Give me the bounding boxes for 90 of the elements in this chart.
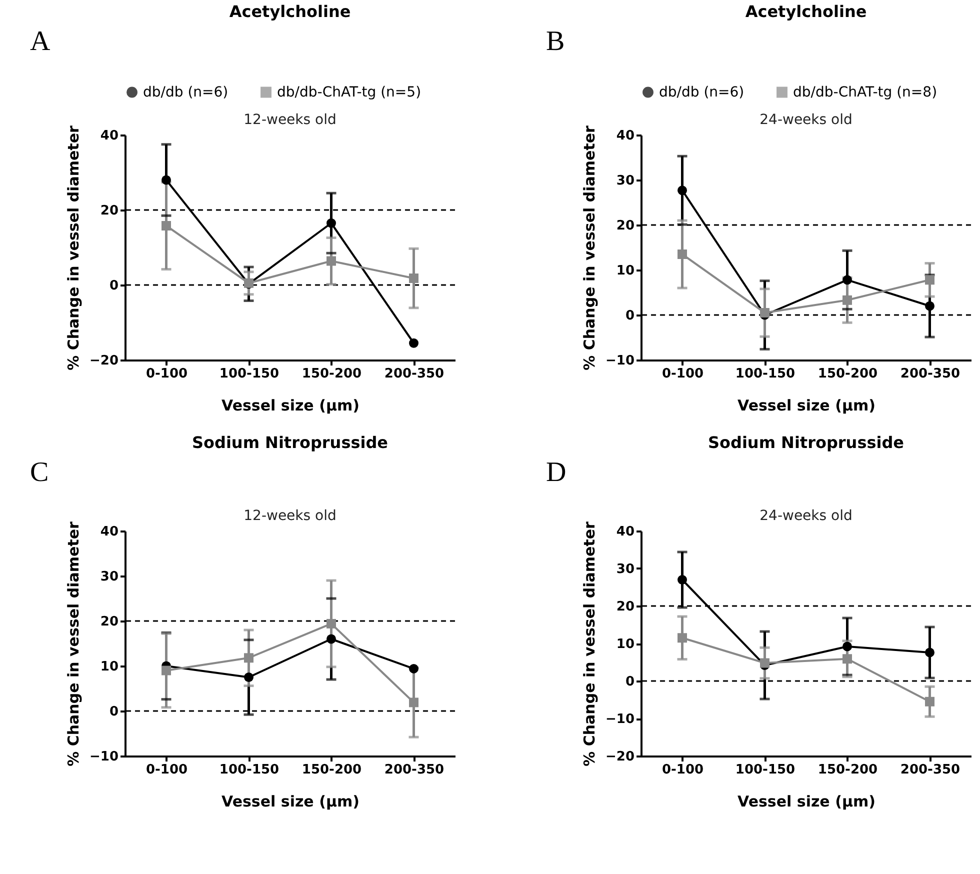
y-tick-label: 20: [100, 204, 118, 218]
point: [842, 295, 852, 305]
text: D: [546, 457, 566, 488]
y-axis-title: % Change in vessel diameter: [64, 521, 83, 766]
point: [842, 275, 852, 285]
y-tick-label: 0: [625, 308, 634, 324]
point: [925, 696, 934, 706]
point: [409, 698, 418, 708]
x-tick-label: 100-150: [735, 762, 796, 778]
y-axis-title: % Change in vessel diameter: [580, 125, 599, 370]
point: [326, 618, 336, 628]
x-tick-label: 100-150: [219, 762, 280, 778]
y-tick-label: 20: [616, 218, 634, 234]
point: [162, 175, 171, 185]
point: [760, 658, 770, 668]
text: B: [546, 26, 565, 57]
point: [162, 666, 171, 676]
y-tick-label: 30: [616, 562, 634, 577]
y-tick-label: −10: [606, 354, 634, 368]
point: [678, 575, 687, 584]
x-tick-label: 150-200: [302, 366, 362, 382]
point: [326, 634, 336, 644]
legend-label: db/db-ChAT-tg (n=8): [793, 84, 938, 100]
y-axis-title: % Change in vessel diameter: [580, 521, 599, 766]
y-tick-label: 0: [109, 704, 118, 720]
point: [409, 274, 418, 283]
chart-subtitle: 24-weeks old: [760, 508, 852, 524]
chart-subtitle: 24-weeks old: [760, 112, 852, 128]
y-tick-label: 30: [616, 174, 634, 188]
y-tick-label: 20: [100, 614, 118, 630]
text: C: [30, 457, 49, 488]
point: [925, 301, 934, 311]
text: A: [30, 26, 51, 57]
y-tick-label: −20: [606, 750, 634, 764]
point: [244, 672, 254, 682]
chart-subtitle: 12-weeks old: [244, 112, 336, 128]
y-tick-label: 10: [616, 637, 634, 652]
y-tick-label: 10: [100, 660, 118, 674]
y-tick-label: 0: [625, 674, 634, 690]
y-tick-label: 40: [100, 524, 118, 540]
y-tick-label: 40: [616, 524, 634, 540]
x-tick-label: 150-200: [818, 366, 878, 382]
point: [678, 186, 687, 196]
x-tick-label: 200-350: [900, 366, 960, 382]
point: [760, 308, 770, 318]
y-axis-title: % Change in vessel diameter: [64, 125, 83, 370]
point: [925, 648, 934, 658]
y-tick-label: 40: [100, 128, 118, 144]
legend-label: db/db-ChAT-tg (n=5): [277, 84, 422, 100]
chart-title: Acetylcholine: [229, 2, 351, 21]
x-tick-label: 0-100: [146, 762, 188, 778]
y-tick-label: 40: [616, 128, 634, 144]
x-tick-label: 150-200: [302, 762, 362, 778]
point: [162, 221, 171, 230]
x-tick-label: 100-150: [219, 366, 280, 382]
y-tick-label: 0: [109, 278, 118, 294]
x-tick-label: 200-350: [384, 762, 444, 778]
legend-label: db/db (n=6): [143, 84, 228, 100]
x-axis-title: Vessel size (μm): [738, 396, 876, 414]
y-tick-label: 20: [616, 600, 634, 614]
chart-subtitle: 12-weeks old: [244, 508, 336, 524]
x-tick-label: 200-350: [384, 366, 444, 382]
point: [842, 642, 852, 652]
x-tick-label: 0-100: [146, 366, 188, 382]
point: [326, 256, 336, 266]
x-axis-title: Vessel size (μm): [738, 792, 876, 810]
y-tick-label: 10: [616, 264, 634, 278]
x-axis-title: Vessel size (μm): [222, 792, 360, 810]
y-tick-label: −20: [90, 354, 118, 368]
x-axis-title: Vessel size (μm): [222, 396, 360, 414]
point: [925, 275, 934, 285]
point: [409, 664, 418, 674]
legend-label: db/db (n=6): [659, 84, 744, 100]
point: [244, 653, 254, 663]
chart-title: Sodium Nitroprusside: [192, 433, 388, 452]
point: [678, 633, 687, 643]
point: [678, 250, 687, 259]
x-tick-label: 100-150: [735, 366, 796, 382]
chart-title: Sodium Nitroprusside: [708, 433, 904, 452]
chart-title: Acetylcholine: [745, 2, 867, 21]
point: [409, 338, 418, 348]
x-tick-label: 0-100: [662, 366, 704, 382]
x-tick-label: 0-100: [662, 762, 704, 778]
point: [842, 654, 852, 664]
x-tick-label: 150-200: [818, 762, 878, 778]
y-tick-label: −10: [90, 750, 118, 764]
x-tick-label: 200-350: [900, 762, 960, 778]
y-tick-label: 30: [100, 570, 118, 584]
point: [326, 218, 336, 228]
y-tick-label: −10: [606, 712, 634, 727]
